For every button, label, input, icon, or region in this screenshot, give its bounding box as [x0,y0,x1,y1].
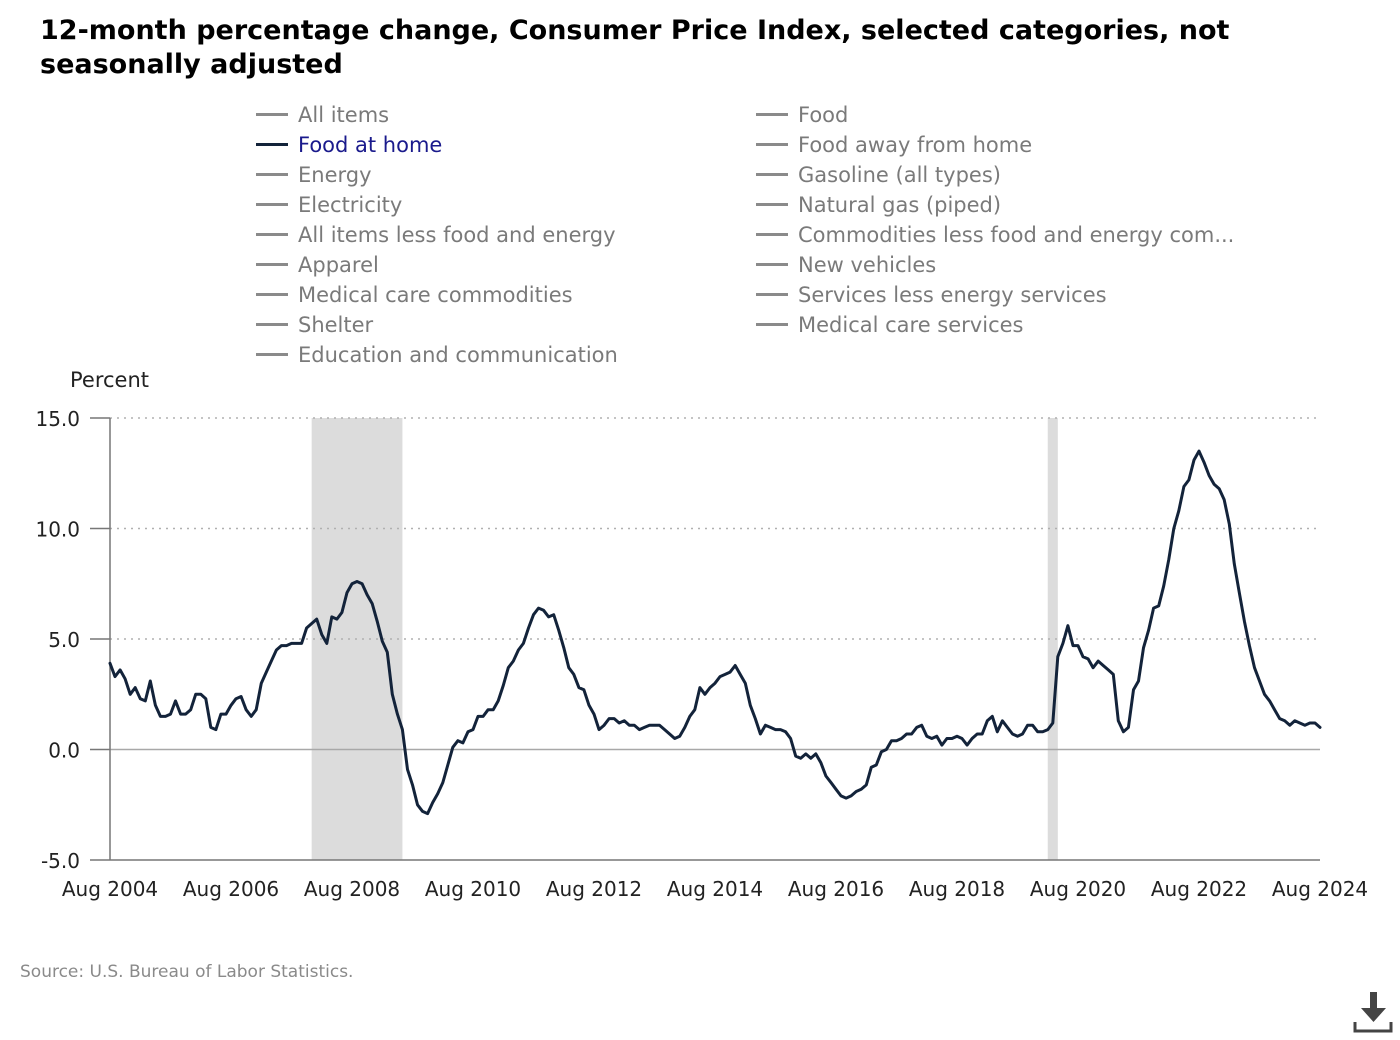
chart-title: 12-month percentage change, Consumer Pri… [40,15,1230,80]
legend-label: Medical care services [798,313,1024,337]
legend-label: Apparel [298,253,379,277]
y-tick-label: -5.0 [41,849,80,873]
x-tick-label: Aug 2014 [667,877,763,901]
legend-swatch [756,202,788,206]
legend-label: Commodities less food and energy com... [798,223,1235,247]
legend-label: Natural gas (piped) [798,193,1002,217]
line-chart: 15.0 10.0 5.0 0.0 -5.0 Aug 2004 Aug 2006 Aug 20… [35,407,1368,901]
legend-item[interactable]: Commodities less food and energy com... [756,220,1234,250]
legend-label: New vehicles [798,253,937,277]
recession-shade [1047,418,1058,860]
legend-item[interactable]: Shelter [256,310,373,340]
download-icon[interactable] [1352,990,1394,1034]
legend-swatch [756,112,788,116]
legend-swatch [256,322,288,326]
legend-item[interactable]: Services less energy services [756,280,1107,310]
legend-swatch [756,142,788,146]
series-line [108,449,1322,816]
legend-item[interactable]: Energy [256,160,372,190]
legend-swatch [756,292,788,296]
legend-label: Food at home [298,133,443,157]
legend-swatch [256,352,288,356]
y-tick-label: 0.0 [48,739,80,763]
legend-label: Medical care commodities [298,283,573,307]
x-tick-label: Aug 2008 [304,877,400,901]
x-tick-label: Aug 2020 [1030,877,1126,901]
legend-label: Electricity [298,193,403,217]
legend-label: Food [798,103,849,127]
legend-swatch [756,322,788,326]
legend-item[interactable]: Gasoline (all types) [756,160,1001,190]
x-tick-label: Aug 2022 [1151,877,1247,901]
legend-label: All items less food and energy [298,223,616,247]
x-tick-label: Aug 2024 [1272,877,1368,901]
legend-label: Food away from home [798,133,1033,157]
legend-swatch [256,202,288,206]
y-tick-label: 10.0 [35,518,80,542]
legend-swatch [756,232,788,236]
legend-item[interactable]: All items [256,100,389,130]
legend-item[interactable]: Food at home [256,130,442,160]
legend-swatch [256,142,288,146]
legend-item[interactable]: Apparel [256,250,379,280]
x-tick-label: Aug 2012 [546,877,642,901]
x-tick-label: Aug 2018 [909,877,1005,901]
x-tick-label: Aug 2006 [183,877,279,901]
y-axis-label: Percent [70,368,150,392]
legend-swatch [256,232,288,236]
legend-item[interactable]: Natural gas (piped) [756,190,1001,220]
legend-item[interactable]: Education and communication [256,340,618,370]
legend-label: Services less energy services [798,283,1107,307]
legend-item[interactable]: All items less food and energy [256,220,616,250]
legend-swatch [756,262,788,266]
y-tick-label: 15.0 [35,407,80,431]
legend-item[interactable]: Medical care services [756,310,1023,340]
source-note: Source: U.S. Bureau of Labor Statistics. [20,962,354,982]
legend-item[interactable]: Food away from home [756,130,1032,160]
legend-swatch [256,292,288,296]
legend-item[interactable]: New vehicles [756,250,936,280]
legend-label: Energy [298,163,372,187]
legend-label: Shelter [298,313,374,337]
legend-label: All items [298,103,390,127]
x-tick-label: Aug 2010 [425,877,521,901]
legend-item[interactable]: Electricity [256,190,402,220]
legend-label: Gasoline (all types) [798,163,1001,187]
legend-swatch [756,172,788,176]
legend-swatch [256,262,288,266]
legend-swatch [256,112,288,116]
legend-item[interactable]: Food [756,100,848,130]
y-tick-label: 5.0 [48,628,80,652]
legend-item[interactable]: Medical care commodities [256,280,573,310]
x-tick-label: Aug 2016 [788,877,884,901]
legend-swatch [256,172,288,176]
legend-label: Education and communication [298,343,618,367]
x-tick-label: Aug 2004 [62,877,158,901]
